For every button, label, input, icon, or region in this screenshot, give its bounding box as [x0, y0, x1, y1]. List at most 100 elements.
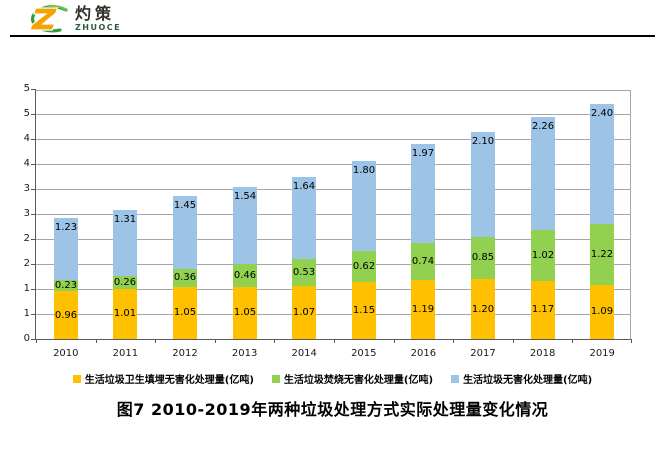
gridline	[36, 189, 630, 190]
gridline	[36, 114, 630, 115]
legend-label: 生活垃圾焚烧无害化处理量(亿吨)	[283, 375, 434, 386]
bar-2018: 1.17 1.02 2.26	[531, 116, 555, 339]
value-label: 1.23	[54, 222, 78, 233]
value-label: 1.97	[411, 148, 435, 159]
x-axis-tick	[334, 339, 335, 343]
value-label: 0.74	[411, 255, 435, 267]
x-tick-label: 2012	[172, 348, 198, 359]
x-axis-tick	[453, 339, 454, 343]
x-axis-tick	[394, 339, 395, 343]
value-label: 0.96	[54, 309, 78, 321]
x-axis-tick	[631, 339, 632, 343]
bar-segment-series2: 0.46	[233, 263, 257, 287]
x-tick-label: 2019	[589, 348, 615, 359]
x-axis-tick	[513, 339, 514, 343]
bar-segment-series1: 1.15	[352, 281, 376, 339]
bar-segment-series2: 0.62	[352, 250, 376, 282]
value-label: 1.80	[352, 164, 376, 176]
zhuoce-z-icon	[29, 4, 68, 33]
value-label: 0.62	[352, 260, 376, 272]
value-label: 1.09	[590, 306, 614, 318]
bar-segment-series3: 1.80	[352, 160, 376, 251]
y-axis-tick	[31, 339, 36, 340]
bar-segment-series1: 1.20	[471, 279, 495, 339]
legend-item-series2: 生活垃圾焚烧无害化处理量(亿吨)	[271, 371, 434, 386]
header-divider	[10, 35, 655, 37]
x-tick-label: 2017	[470, 348, 496, 359]
y-axis-tick	[31, 139, 36, 140]
value-label: 0.26	[113, 276, 137, 288]
brand-name-cn: 灼策	[75, 4, 116, 23]
value-label: 1.07	[292, 306, 316, 318]
y-tick-label: 0	[23, 333, 30, 344]
x-axis-tick	[36, 339, 37, 343]
y-tick-label: 4	[23, 158, 30, 169]
gridline	[36, 164, 630, 165]
bar-segment-series3: 2.26	[531, 116, 555, 230]
x-tick-label: 2013	[231, 348, 258, 359]
value-label: 2.10	[471, 135, 495, 147]
bar-segment-series1: 1.05	[173, 286, 197, 339]
bar-segment-series3: 2.10	[471, 131, 495, 237]
bar-2017: 1.20 0.85 2.10	[471, 131, 495, 339]
bar-segment-series2: 0.23	[54, 279, 78, 291]
value-label: 1.54	[233, 190, 257, 202]
y-tick-label: 1	[23, 308, 30, 319]
value-label: 1.02	[531, 249, 555, 261]
y-tick-label: 2	[23, 258, 30, 269]
x-axis-tick	[96, 339, 97, 343]
bar-segment-series3: 1.54	[233, 186, 257, 264]
legend-swatch	[72, 374, 81, 383]
value-label: 1.19	[411, 303, 435, 315]
bar-segment-series2: 0.74	[411, 242, 435, 280]
gridline	[36, 289, 630, 290]
x-axis-tick	[572, 339, 573, 343]
value-label: 1.05	[233, 307, 257, 319]
y-axis-tick	[31, 189, 36, 190]
bar-segment-series3: 1.31	[113, 210, 137, 276]
value-label: 2.26	[531, 120, 555, 132]
value-label: 1.45	[173, 200, 197, 211]
x-tick-label: 2014	[291, 348, 317, 359]
value-label: 1.22	[590, 248, 614, 260]
chart-title: 图7 2010-2019年两种垃圾处理方式实际处理量变化情况	[116, 400, 549, 419]
y-axis-tick	[31, 289, 36, 290]
bar-segment-series3: 1.45	[173, 196, 197, 269]
x-axis-tick	[215, 339, 216, 343]
chart-legend: 生活垃圾卫生填埋无害化处理量(亿吨) 生活垃圾焚烧无害化处理量(亿吨) 生活垃圾无害…	[0, 371, 665, 386]
value-label: 0.46	[233, 269, 257, 281]
legend-label: 生活垃圾卫生填埋无害化处理量(亿吨)	[84, 375, 254, 386]
bar-2015: 1.15 0.62 1.80	[352, 160, 376, 339]
y-tick-label: 5	[23, 108, 30, 119]
value-label: 1.01	[113, 308, 137, 320]
x-tick-label: 2010	[53, 348, 79, 359]
value-label: 1.05	[173, 307, 197, 319]
bar-segment-series1: 1.17	[531, 280, 555, 339]
bar-segment-series3: 1.97	[411, 144, 435, 243]
value-label: 1.20	[471, 303, 495, 315]
x-tick-label: 2016	[410, 348, 437, 359]
gridline	[36, 239, 630, 240]
value-label: 0.53	[292, 266, 316, 278]
brand-logo: 灼策 ZHUOCE	[24, 3, 121, 35]
y-axis-tick	[31, 314, 36, 315]
bar-segment-series2: 0.26	[113, 275, 137, 289]
value-label: 0.23	[54, 279, 78, 291]
bar-segment-series2: 0.36	[173, 268, 197, 287]
bar-2013: 1.05 0.46 1.54	[233, 186, 257, 339]
y-axis-tick	[31, 239, 36, 240]
value-label: 0.85	[471, 252, 495, 264]
bar-segment-series1: 1.19	[411, 279, 435, 339]
brand-name-en: ZHUOCE	[75, 23, 122, 32]
value-label: 1.17	[531, 304, 555, 316]
value-label: 0.36	[173, 272, 197, 283]
bar-segment-series2: 1.22	[590, 223, 614, 285]
gridline	[36, 139, 630, 140]
bar-2010: 0.96 0.23 1.23	[54, 218, 78, 339]
bar-segment-series3: 2.40	[590, 103, 614, 224]
y-axis-tick	[31, 264, 36, 265]
y-tick-label: 1	[23, 283, 30, 294]
y-tick-label: 5	[23, 83, 30, 94]
legend-item-series1: 生活垃圾卫生填埋无害化处理量(亿吨)	[72, 371, 254, 386]
